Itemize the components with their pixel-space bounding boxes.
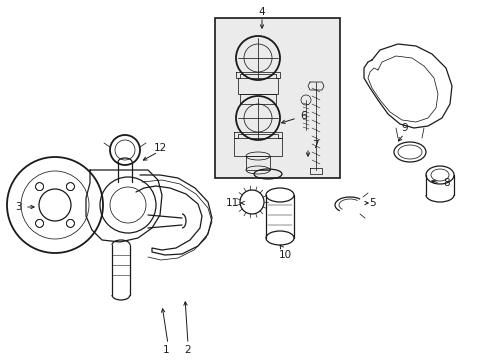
Text: 9: 9 [401,123,407,133]
Text: 10: 10 [278,250,291,260]
Text: 4: 4 [258,7,265,17]
Text: 7: 7 [311,140,318,150]
Text: 1: 1 [163,345,169,355]
Text: 11: 11 [225,198,238,208]
Text: 12: 12 [153,143,166,153]
Text: 6: 6 [300,111,306,121]
Bar [234,138,282,156]
Text: 5: 5 [368,198,375,208]
Text: 3: 3 [15,202,21,212]
Bar [215,18,339,178]
Text: 2: 2 [184,345,191,355]
Bar [238,78,278,94]
Bar [245,156,269,170]
Text: 8: 8 [443,178,449,188]
Bar [240,94,275,104]
